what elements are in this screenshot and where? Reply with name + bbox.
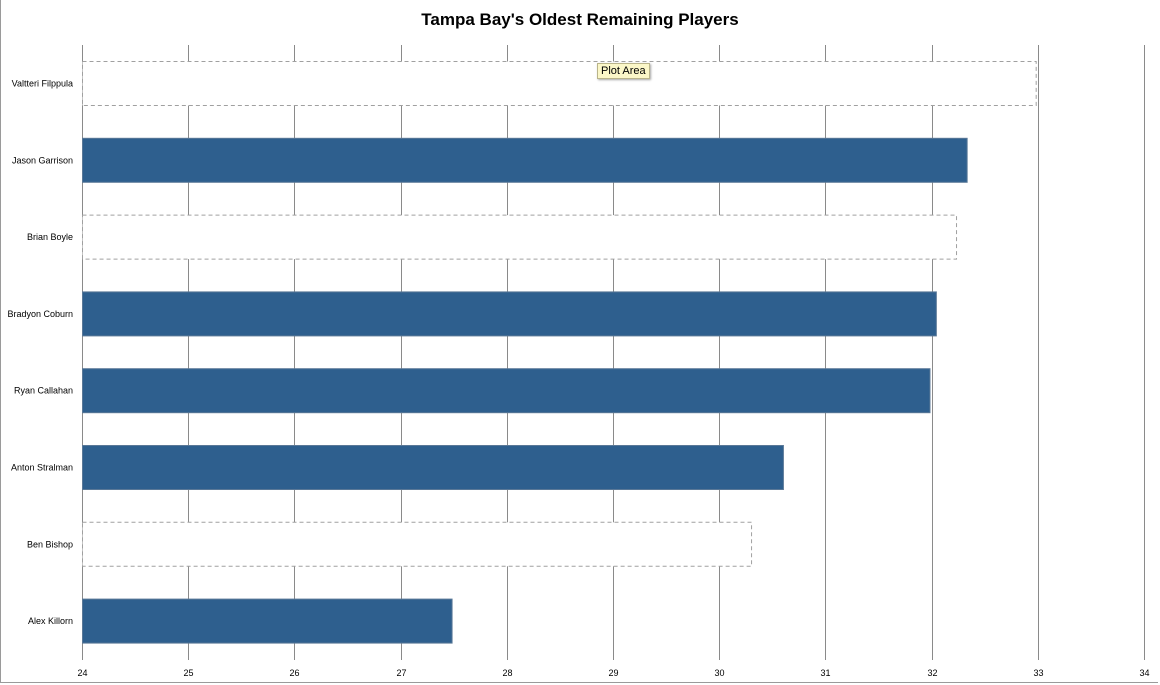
- bar-bradyon-coburn: [82, 291, 937, 337]
- x-tick-label-25: 25: [183, 668, 193, 678]
- y-category-label-jason-garrison: Jason Garrison: [12, 155, 73, 165]
- y-category-label-bradyon-coburn: Bradyon Coburn: [7, 309, 73, 319]
- bar-ben-bishop: [82, 521, 753, 567]
- x-tick-label-26: 26: [289, 668, 299, 678]
- bar-jason-garrison: [82, 137, 968, 183]
- x-tick-label-34: 34: [1139, 668, 1149, 678]
- x-tick-label-32: 32: [927, 668, 937, 678]
- x-tick-label-24: 24: [77, 668, 87, 678]
- y-category-label-alex-killorn: Alex Killorn: [28, 616, 73, 626]
- x-tick-label-27: 27: [396, 668, 406, 678]
- bar-alex-killorn: [82, 598, 453, 644]
- chart-title: Tampa Bay's Oldest Remaining Players: [421, 10, 739, 29]
- y-category-label-anton-stralman: Anton Stralman: [11, 463, 73, 473]
- y-category-label-brian-boyle: Brian Boyle: [27, 232, 73, 242]
- x-tick-label-31: 31: [820, 668, 830, 678]
- x-tick-label-33: 33: [1033, 668, 1043, 678]
- y-category-label-valtteri-filppula: Valtteri Filppula: [12, 79, 73, 89]
- bar-valtteri-filppula: [82, 61, 1037, 106]
- bar-ryan-callahan: [82, 368, 931, 414]
- bar-anton-stralman: [82, 445, 784, 490]
- x-tick-label-29: 29: [608, 668, 618, 678]
- y-category-label-ryan-callahan: Ryan Callahan: [14, 386, 73, 396]
- bar-brian-boyle: [82, 214, 958, 260]
- y-category-label-ben-bishop: Ben Bishop: [27, 539, 73, 549]
- x-tick-label-30: 30: [714, 668, 724, 678]
- plot-area-tooltip: Plot Area: [597, 63, 650, 79]
- x-tick-label-28: 28: [502, 668, 512, 678]
